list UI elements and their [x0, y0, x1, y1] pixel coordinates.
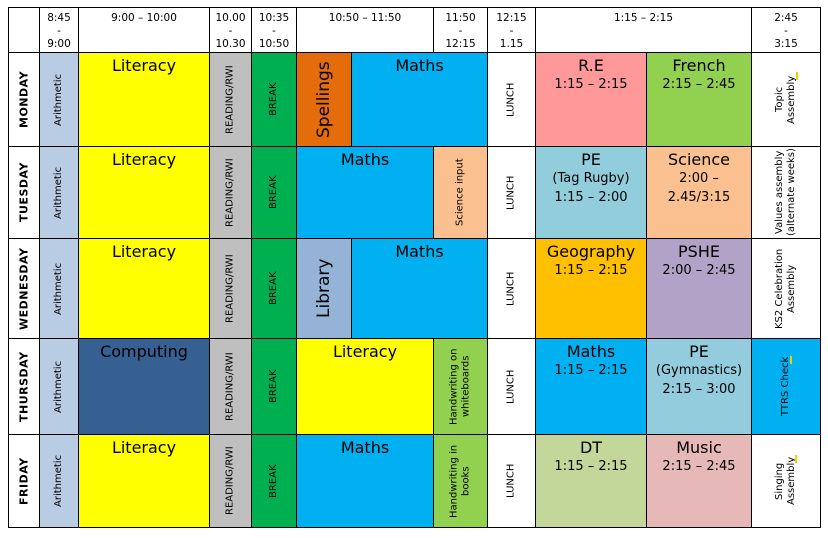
- handwriting-cell: Handwriting on whiteboards: [433, 338, 488, 435]
- break-cell: BREAK: [251, 238, 297, 339]
- literacy-cell: Literacy: [78, 238, 210, 339]
- maths-cell: Maths: [296, 146, 434, 239]
- lunch-cell: LUNCH: [487, 238, 536, 339]
- highlight-mark: [790, 356, 792, 364]
- pshe-title: PSHE: [678, 242, 720, 261]
- science-input-cell: Science input: [433, 146, 488, 239]
- spellings-cell: Spellings: [296, 52, 352, 147]
- highlight-mark: [795, 455, 797, 463]
- pe-title: PE: [689, 342, 709, 361]
- arithmetic-cell: Arithmetic: [39, 338, 79, 435]
- science-times: 2:00 – 2.45/3:15: [667, 171, 731, 205]
- reading-cell: READING/RWI: [209, 434, 252, 528]
- french-time: 2:15 – 2:45: [662, 77, 736, 92]
- singing-assembly-cell: Singing Assembly: [751, 434, 821, 528]
- maths-cell: Maths 1:15 – 2:15: [535, 338, 647, 435]
- pshe-cell: PSHE 2:00 – 2:45: [646, 238, 752, 339]
- time-header: 1:15 – 2:15: [535, 7, 752, 53]
- celebration-assembly-cell: KS2 Celebration Assembly: [751, 238, 821, 339]
- dt-time: 1:15 – 2:15: [554, 459, 628, 474]
- time-header: 10.00 - 10.30: [209, 7, 252, 53]
- arithmetic-cell: Arithmetic: [39, 434, 79, 528]
- break-cell: BREAK: [251, 434, 297, 528]
- french-cell: French 2:15 – 2:45: [646, 52, 752, 147]
- lunch-cell: LUNCH: [487, 338, 536, 435]
- geography-time: 1:15 – 2:15: [554, 263, 628, 278]
- science-cell: Science 2:00 – 2.45/3:15: [646, 146, 752, 239]
- lunch-cell: LUNCH: [487, 146, 536, 239]
- time-header: 10:50 – 11:50: [296, 7, 434, 53]
- day-label-friday: FRIDAY: [8, 434, 40, 528]
- pe-cell: PE (Gymnastics) 2:15 – 3:00: [646, 338, 752, 435]
- literacy-cell: Literacy: [78, 52, 210, 147]
- pshe-time: 2:00 – 2:45: [662, 263, 736, 278]
- re-cell: R.E 1:15 – 2:15: [535, 52, 647, 147]
- re-time: 1:15 – 2:15: [554, 77, 628, 92]
- pe-times: (Gymnastics) 2:15 – 3:00: [655, 363, 743, 397]
- pe-cell: PE (Tag Rugby) 1:15 – 2:00: [535, 146, 647, 239]
- corner-cell: [8, 7, 40, 53]
- handwriting-cell: Handwriting in books: [433, 434, 488, 528]
- pe-title: PE: [581, 150, 601, 169]
- break-cell: BREAK: [251, 146, 297, 239]
- break-cell: BREAK: [251, 338, 297, 435]
- music-title: Music: [676, 438, 722, 457]
- break-cell: BREAK: [251, 52, 297, 147]
- ttrs-check-cell: TTRS Check: [751, 338, 821, 435]
- reading-cell: READING/RWI: [209, 238, 252, 339]
- geography-title: Geography: [546, 242, 636, 261]
- re-title: R.E: [578, 56, 604, 75]
- maths-time: 1:15 – 2:15: [554, 363, 628, 378]
- reading-cell: READING/RWI: [209, 146, 252, 239]
- maths-cell: Maths: [351, 52, 488, 147]
- music-time: 2:15 – 2:45: [662, 459, 736, 474]
- library-cell: Library: [296, 238, 352, 339]
- music-cell: Music 2:15 – 2:45: [646, 434, 752, 528]
- topic-assembly-cell: Topic Assembly: [751, 52, 821, 147]
- highlight-mark: [796, 72, 798, 80]
- time-header: 9:00 – 10:00: [78, 7, 210, 53]
- reading-cell: READING/RWI: [209, 338, 252, 435]
- time-header: 8:45 - 9:00: [39, 7, 79, 53]
- french-title: French: [672, 56, 726, 75]
- maths-cell: Maths: [351, 238, 488, 339]
- science-title: Science: [667, 150, 731, 169]
- time-header: 2:45 - 3:15: [751, 7, 821, 53]
- dt-cell: DT 1:15 – 2:15: [535, 434, 647, 528]
- arithmetic-cell: Arithmetic: [39, 238, 79, 339]
- pe-times: (Tag Rugby) 1:15 – 2:00: [552, 171, 630, 205]
- day-label-thursday: THURSDAY: [8, 338, 40, 435]
- day-label-monday: MONDAY: [8, 52, 40, 147]
- time-header: 11:50 - 12:15: [433, 7, 488, 53]
- arithmetic-cell: Arithmetic: [39, 52, 79, 147]
- maths-title: Maths: [566, 342, 616, 361]
- computing-cell: Computing: [78, 338, 210, 435]
- arithmetic-cell: Arithmetic: [39, 146, 79, 239]
- time-header: 10:35 - 10:50: [251, 7, 297, 53]
- geography-cell: Geography 1:15 – 2:15: [535, 238, 647, 339]
- literacy-cell: Literacy: [78, 434, 210, 528]
- lunch-cell: LUNCH: [487, 434, 536, 528]
- reading-cell: READING/RWI: [209, 52, 252, 147]
- lunch-cell: LUNCH: [487, 52, 536, 147]
- time-header: 12:15 - 1.15: [487, 7, 536, 53]
- literacy-cell: Literacy: [296, 338, 434, 435]
- values-assembly-cell: Values assembly (alternate weeks): [751, 146, 821, 239]
- maths-cell: Maths: [296, 434, 434, 528]
- day-label-wednesday: WEDNESDAY: [8, 238, 40, 339]
- dt-title: DT: [579, 438, 603, 457]
- literacy-cell: Literacy: [78, 146, 210, 239]
- day-label-tuesday: TUESDAY: [8, 146, 40, 239]
